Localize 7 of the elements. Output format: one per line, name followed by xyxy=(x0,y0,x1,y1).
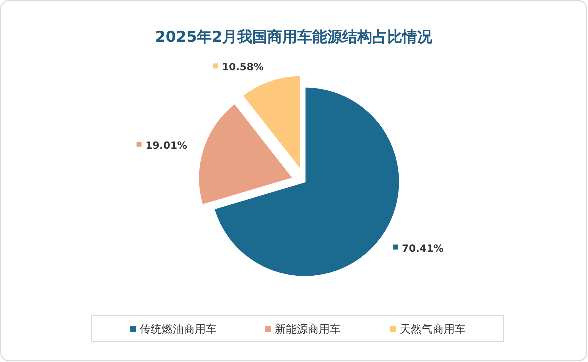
legend-label: 传统燃油商用车 xyxy=(140,323,217,336)
data-label: 10.58% xyxy=(222,62,264,74)
legend-label: 天然气商用车 xyxy=(400,323,466,336)
chart-title: 2025年2月我国商用车能源结构占比情况 xyxy=(155,28,434,46)
legend-label: 新能源商用车 xyxy=(275,323,341,336)
data-label: 19.01% xyxy=(146,140,188,152)
data-label: 70.41% xyxy=(402,244,444,255)
